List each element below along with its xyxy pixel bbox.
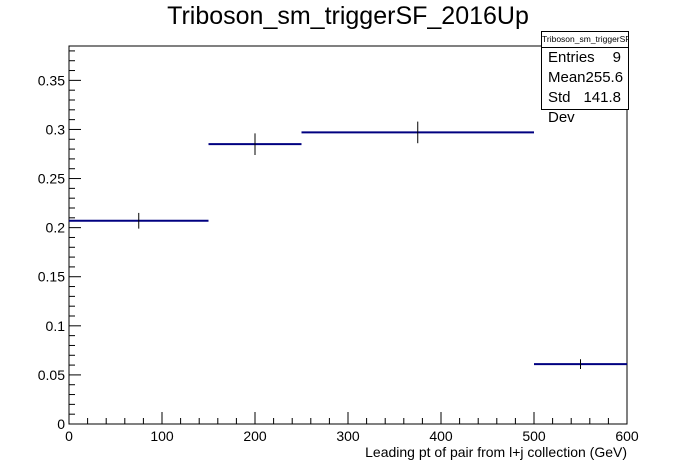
- stats-box: Triboson_sm_triggerSF_2016Up Entries 9 M…: [541, 31, 629, 126]
- x-tick-label: 0: [65, 428, 73, 444]
- chart-title: Triboson_sm_triggerSF_2016Up: [167, 2, 529, 30]
- x-tick-label: 200: [243, 428, 267, 444]
- stats-box-title: Triboson_sm_triggerSF_2016Up: [542, 32, 628, 48]
- stats-row-mean: Mean 255.6: [542, 68, 628, 88]
- stats-label: Mean: [548, 69, 586, 86]
- stats-label: Std Dev: [548, 89, 575, 126]
- x-tick-label: 400: [429, 428, 453, 444]
- y-tick-label: 0.25: [38, 171, 65, 187]
- y-tick-label: 0.3: [46, 121, 66, 137]
- x-tick-label: 500: [522, 428, 546, 444]
- y-tick-label: 0: [57, 416, 65, 432]
- y-tick-label: 0.35: [38, 72, 65, 88]
- stats-value: 9: [612, 49, 621, 66]
- x-axis-label: Leading pt of pair from l+j collection (…: [365, 444, 627, 460]
- stats-row-stddev: Std Dev 141.8: [542, 88, 628, 126]
- x-tick-label: 600: [615, 428, 639, 444]
- y-tick-label: 0.05: [38, 367, 65, 383]
- stats-label: Entries: [548, 49, 595, 66]
- stats-value: 255.6: [585, 69, 624, 86]
- stats-value: 141.8: [583, 89, 621, 106]
- y-tick-label: 0.1: [46, 318, 66, 334]
- x-tick-label: 100: [150, 428, 174, 444]
- stats-row-entries: Entries 9: [542, 48, 628, 68]
- x-tick-label: 300: [336, 428, 360, 444]
- y-tick-label: 0.2: [46, 220, 66, 236]
- y-tick-label: 0.15: [38, 269, 65, 285]
